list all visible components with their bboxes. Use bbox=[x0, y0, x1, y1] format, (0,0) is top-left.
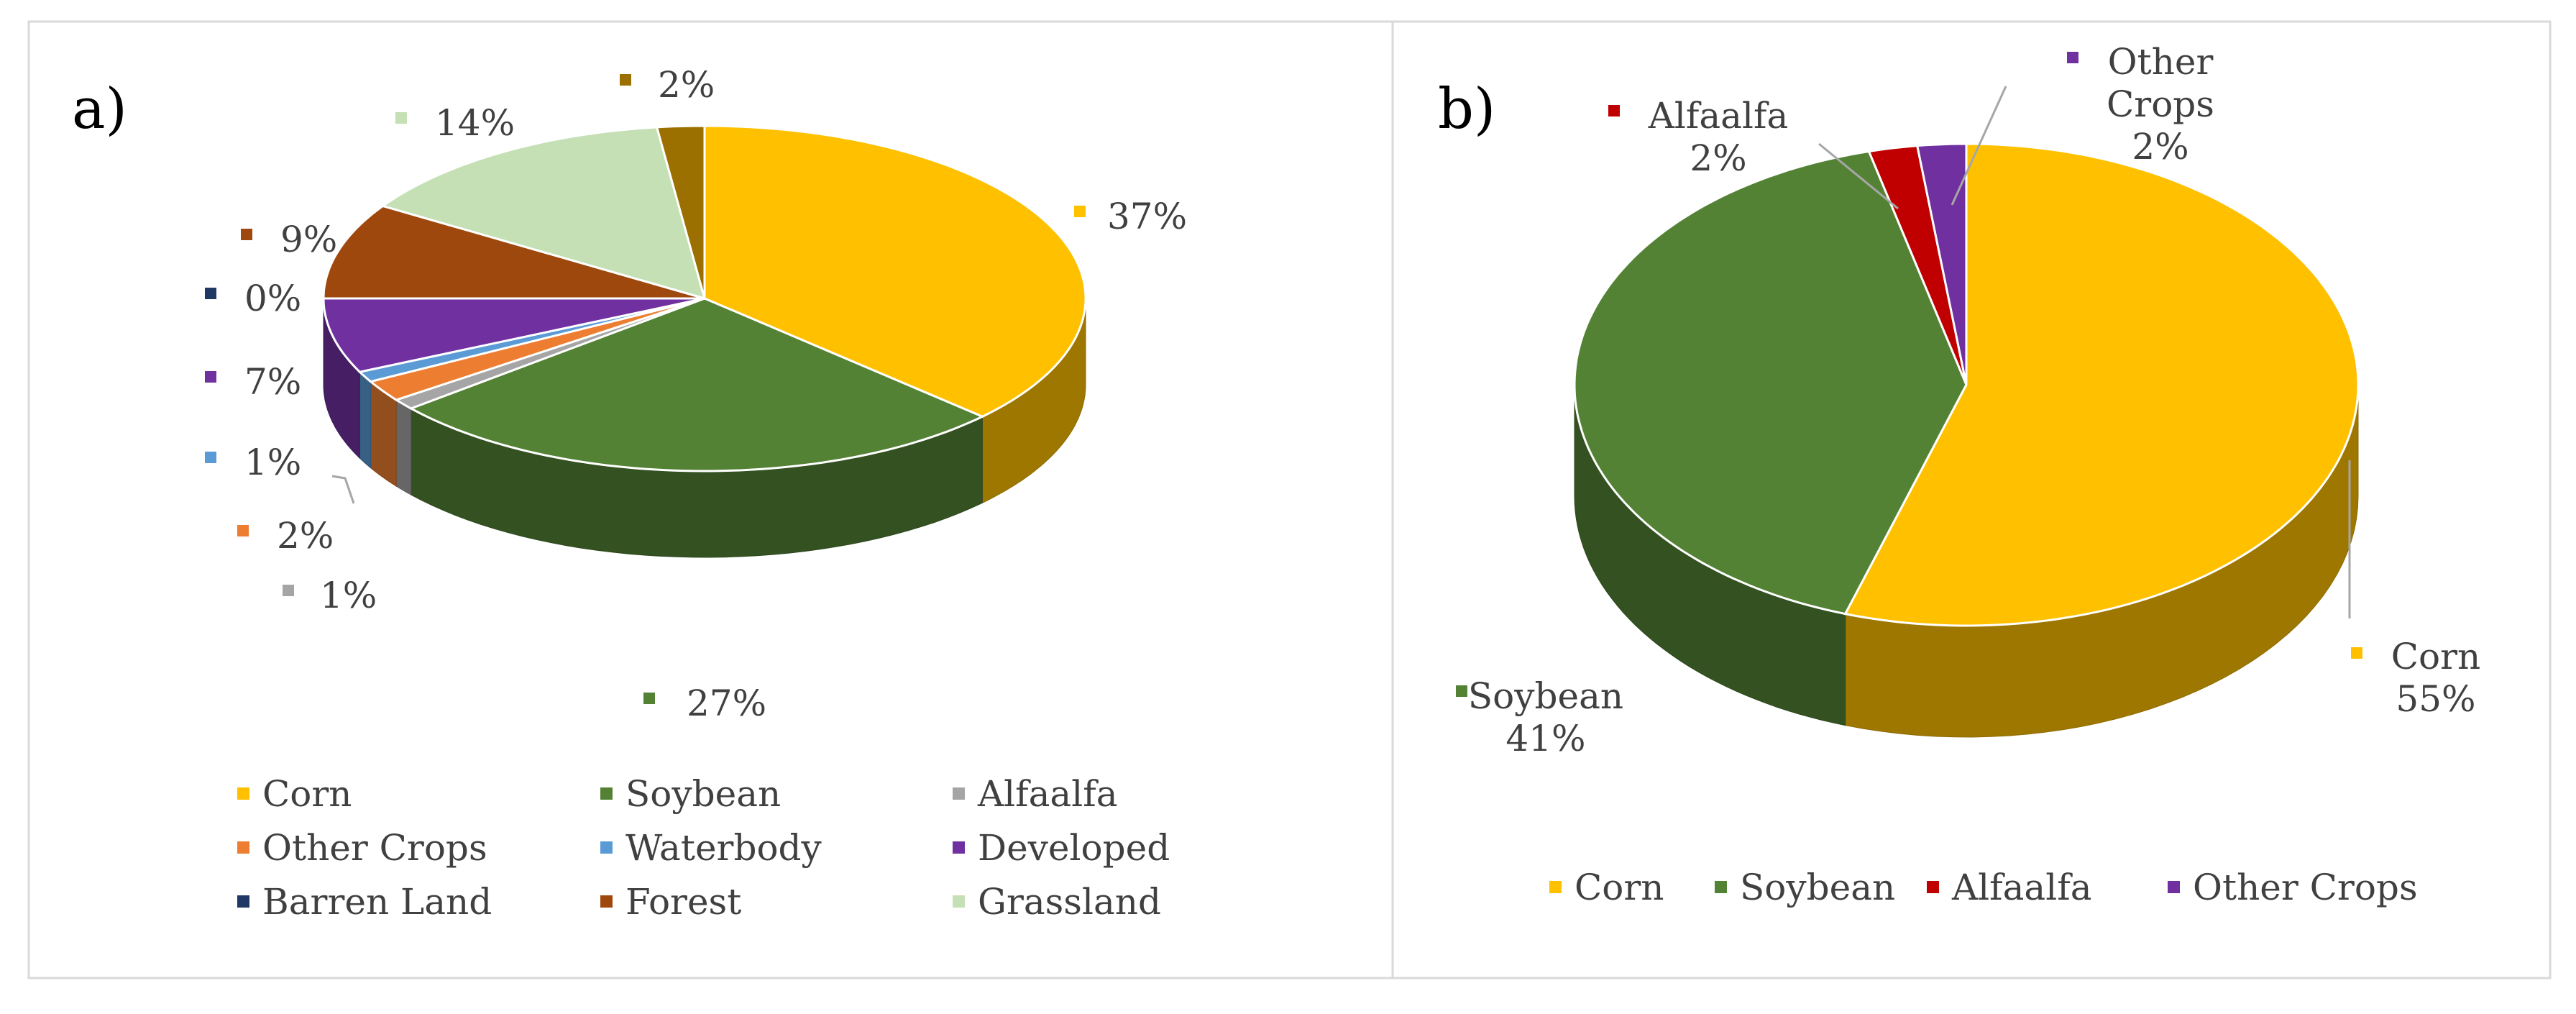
legend-b-item-alfaalfa: Alfaalfa bbox=[1951, 867, 2092, 908]
legend-a-swatch-other-crops bbox=[237, 841, 249, 854]
legend-a-item-developed: Developed bbox=[978, 827, 1170, 869]
pie-b-data-label-corn-marker bbox=[2351, 647, 2362, 659]
pie-a-data-label-soybean-marker bbox=[643, 693, 655, 704]
legend-b-item-soybean: Soybean bbox=[1740, 867, 1895, 908]
pie-a-data-label-waterbody: 1% bbox=[244, 442, 301, 483]
pie-a-side-alfaalfa bbox=[395, 399, 412, 495]
legend-a-item-grassland: Grassland bbox=[978, 881, 1161, 923]
legend-a-swatch-alfaalfa bbox=[953, 787, 965, 800]
legend-a-item-other-crops: Other Crops bbox=[262, 827, 487, 869]
legend-a-swatch-grassland bbox=[953, 895, 965, 908]
pie-a-data-label-developed-marker bbox=[205, 371, 216, 383]
pie-a-data-label-barren-land-marker bbox=[205, 288, 216, 299]
legend-b-swatch-corn bbox=[1549, 881, 1562, 893]
legend-a-swatch-soybean bbox=[600, 787, 613, 800]
pie-a-data-label-barren-land: 0% bbox=[244, 278, 301, 319]
legend-a-swatch-developed bbox=[953, 841, 965, 854]
pie-b-data-label-other-crops-marker bbox=[2067, 52, 2078, 63]
pie-a-side-waterbody bbox=[359, 371, 372, 469]
legend-b-swatch-other-crops bbox=[2168, 881, 2180, 893]
pie-b-leader-alfaalfa bbox=[1818, 142, 1899, 210]
pie-a-slice-soybean bbox=[408, 297, 986, 472]
pie-a-leader-line bbox=[331, 475, 355, 504]
pie-a-slice-other-crops bbox=[368, 297, 705, 401]
pie-b-slice-other-crops bbox=[1915, 142, 1968, 385]
legend-a-item-barren-land: Barren Land bbox=[262, 881, 492, 923]
pie-b-data-label-alfaalfa: Alfaalfa 2% bbox=[1648, 95, 1789, 179]
legend-b-item-other-crops: Other Crops bbox=[2193, 867, 2418, 908]
legend-a-swatch-barren-land bbox=[237, 895, 249, 908]
legend-a-item-alfaalfa: Alfaalfa bbox=[977, 773, 1118, 815]
pie-a-data-label-other-crops-marker bbox=[237, 525, 249, 536]
pie-a-data-label-other-crops: 2% bbox=[277, 515, 334, 557]
pie-b-data-label-corn: Corn 55% bbox=[2391, 636, 2480, 720]
pie-a-data-label-soybean: 27% bbox=[687, 682, 766, 724]
pie-b-data-label-alfaalfa-marker bbox=[1608, 105, 1620, 117]
pie-b-data-label-soybean-marker bbox=[1456, 685, 1467, 697]
panel-b-label: b) bbox=[1438, 77, 1495, 142]
legend-a-item-forest: Forest bbox=[625, 881, 741, 923]
pie-a-data-label-waterbody-marker bbox=[205, 452, 216, 463]
pie-a-data-label-extra: 2% bbox=[658, 64, 715, 106]
pie-a-data-label-extra-marker bbox=[620, 74, 631, 86]
legend-a-item-waterbody: Waterbody bbox=[625, 827, 822, 869]
pie-a-data-label-corn-marker bbox=[1074, 206, 1086, 217]
pie-b-leader-other-crops bbox=[1951, 86, 2007, 206]
pie-chart-b: Corn 55% Soybean 41% Alfaalfa 2% Other Crops 2% C… bbox=[1456, 41, 2480, 908]
pie-a-slice-developed bbox=[322, 297, 705, 373]
legend-a-swatch-forest bbox=[600, 895, 613, 908]
pie-b-data-label-soybean: Soybean 41% bbox=[1468, 675, 1623, 759]
pie-a-slice-grassland bbox=[380, 126, 707, 301]
legend-a-swatch-corn bbox=[237, 787, 249, 800]
legend-a-item-corn: Corn bbox=[262, 773, 352, 815]
pie-a-data-label-grassland: 14% bbox=[435, 102, 515, 144]
panel-a-label: a) bbox=[72, 77, 127, 142]
pie-b-slice-corn bbox=[1843, 142, 2360, 627]
pie-b-data-label-other-crops: Other Crops 2% bbox=[2107, 41, 2214, 168]
pie-chart-a: 37% 27% 1% 2% 1% 7% 0% 9% 14% 2% Corn Soybean Alfaal… bbox=[205, 64, 1187, 923]
pie-a-data-label-alfaalfa: 1% bbox=[320, 575, 377, 616]
legend-a-item-soybean: Soybean bbox=[625, 773, 781, 815]
legend-b-item-corn: Corn bbox=[1575, 867, 1664, 908]
pie-a-data-label-forest: 9% bbox=[280, 219, 337, 260]
pie-a-data-label-alfaalfa-marker bbox=[283, 585, 294, 596]
pie-a-slice-corn bbox=[703, 124, 1087, 418]
legend-b-swatch-alfaalfa bbox=[1927, 881, 1939, 893]
panel-b-border bbox=[1391, 20, 2552, 979]
legend-b-swatch-soybean bbox=[1715, 881, 1727, 893]
pie-a-data-label-corn: 37% bbox=[1107, 196, 1187, 237]
pie-a-data-label-forest-marker bbox=[241, 229, 252, 240]
pie-b-slice-soybean bbox=[1573, 150, 1968, 616]
pie-a-slice-extra bbox=[655, 124, 706, 299]
pie-a-data-label-developed: 7% bbox=[244, 361, 301, 403]
pie-a-slice-forest bbox=[322, 204, 705, 300]
pie-a-data-label-grassland-marker bbox=[395, 112, 407, 124]
legend-a-swatch-waterbody bbox=[600, 841, 613, 854]
